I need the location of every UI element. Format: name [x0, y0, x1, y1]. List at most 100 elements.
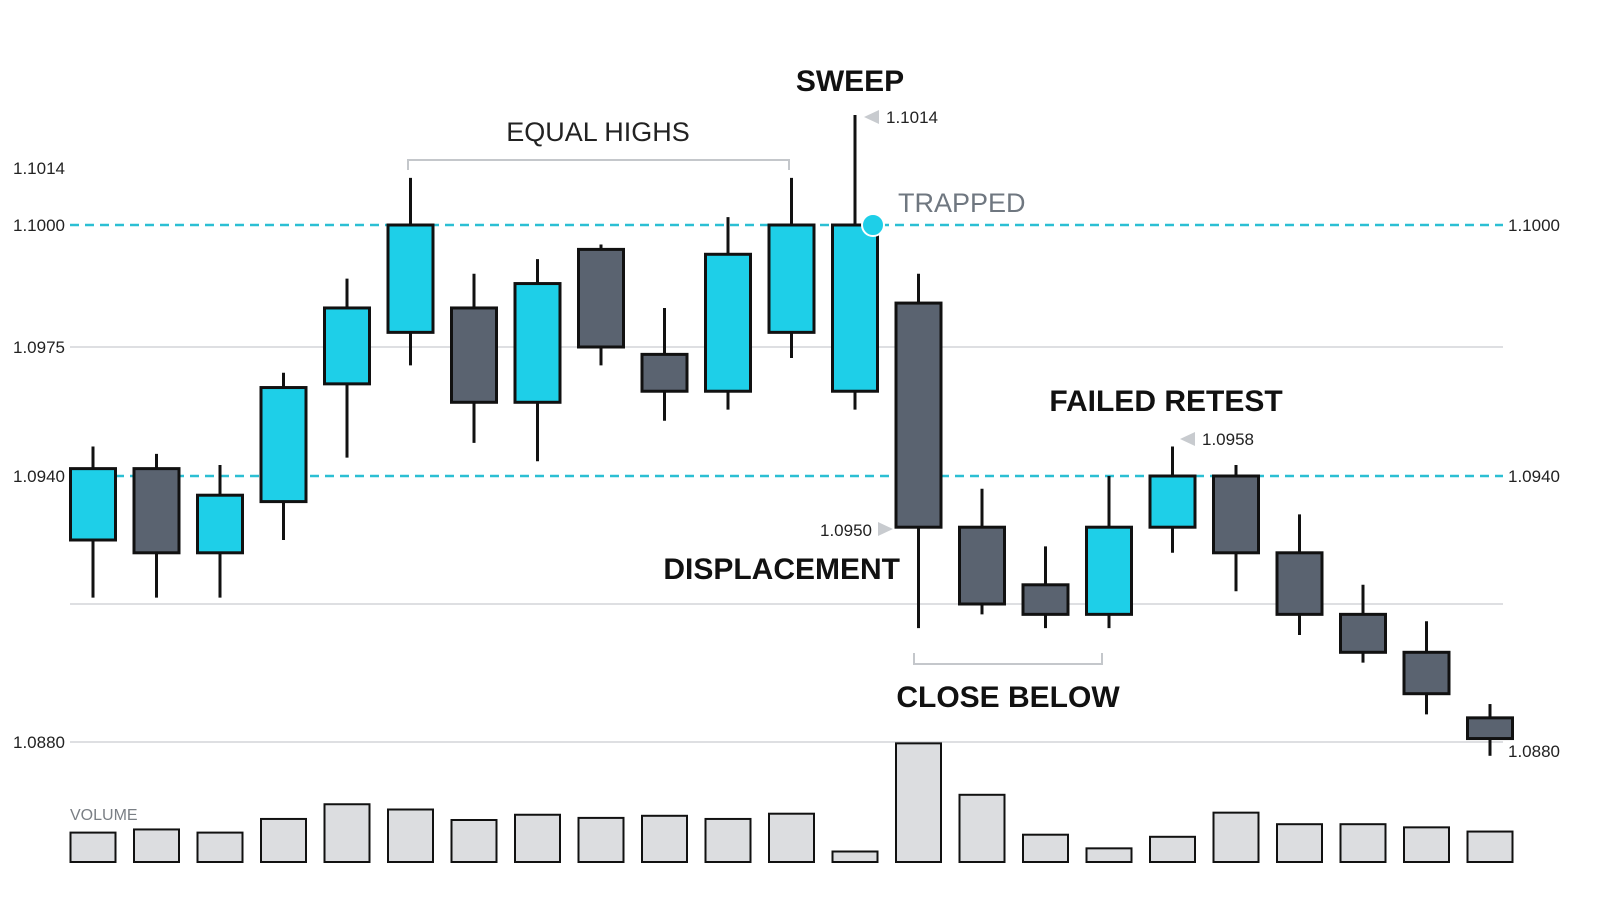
candle — [1212, 464, 1260, 592]
candle — [1085, 476, 1133, 629]
y-axis: 1.1014 1.1000 1.0975 1.0940 1.0880 — [13, 159, 65, 752]
y-tick-label: 1.0975 — [13, 338, 65, 357]
candle — [1339, 584, 1387, 663]
displacement-price-pointer-icon — [878, 522, 893, 536]
candle — [323, 278, 371, 458]
volume-bar — [1403, 826, 1450, 863]
candle — [1021, 546, 1070, 629]
displacement-price: 1.0950 — [820, 521, 872, 540]
candle-body-bullish — [196, 493, 244, 555]
candle — [196, 464, 244, 598]
trapped-label: TRAPPED — [898, 188, 1026, 218]
candle-body-bullish — [1085, 525, 1133, 616]
y-tick-label: 1.1000 — [13, 216, 65, 235]
candle — [577, 244, 625, 366]
last-price-label: 1.0880 — [1508, 742, 1560, 761]
candle — [1148, 446, 1197, 553]
candle — [767, 177, 816, 359]
sweep-price-pointer-icon — [864, 110, 879, 124]
candle — [132, 453, 181, 598]
candle-body-bearish — [1021, 583, 1070, 616]
equal-highs-label: EQUAL HIGHS — [506, 117, 690, 147]
candle — [1275, 514, 1324, 636]
volume-bar — [260, 817, 307, 864]
candle — [513, 259, 562, 462]
volume-bar — [831, 850, 879, 863]
candle-body-bearish — [450, 306, 498, 404]
volume-bar — [704, 817, 752, 864]
volume-bar — [1022, 833, 1069, 864]
candle-body-bullish — [831, 223, 879, 393]
candle — [894, 273, 943, 629]
volume-bar — [1149, 835, 1196, 863]
failed-retest-price: 1.0958 — [1202, 430, 1254, 449]
candle-body-bearish — [1212, 474, 1260, 555]
candle-body-bullish — [259, 386, 308, 504]
volume-bar — [895, 742, 942, 863]
y-tick-label: 1.0940 — [13, 467, 65, 486]
trapped-marker — [861, 213, 885, 237]
candle — [1402, 621, 1451, 715]
volume-bar — [133, 828, 180, 864]
gridlines — [70, 346, 1503, 743]
candle-body-bearish — [1466, 716, 1514, 741]
volume-bar — [768, 812, 815, 864]
key-level-label: 1.0940 — [1508, 467, 1560, 486]
close-below-label: CLOSE BELOW — [896, 681, 1120, 714]
candle-body-bearish — [894, 301, 943, 529]
candle — [1466, 704, 1514, 756]
sweep-label: SWEEP — [796, 65, 904, 98]
failed-retest-pointer-icon — [1180, 432, 1195, 446]
y-tick-label: 1.0880 — [13, 733, 65, 752]
candle — [704, 217, 752, 410]
volume-bar — [196, 831, 244, 863]
candle-body-bearish — [1402, 650, 1451, 696]
volume-bar — [69, 831, 117, 863]
volume-bar — [323, 803, 371, 863]
volume-bar — [958, 793, 1006, 863]
candle-body-bullish — [704, 252, 752, 393]
volume-bar — [1085, 847, 1133, 863]
candle-body-bearish — [132, 467, 181, 555]
volume-label: VOLUME — [70, 807, 138, 824]
failed-retest-label: FAILED RETEST — [1049, 385, 1282, 418]
equal-highs-bracket — [407, 159, 790, 170]
volume-bar — [1339, 823, 1387, 864]
annotations: EQUAL HIGHS SWEEP 1.1014 TRAPPED 1.0950 … — [70, 65, 1560, 824]
candle — [450, 273, 498, 443]
candle-body-bullish — [323, 306, 371, 386]
volume-bar — [577, 816, 625, 864]
y-tick-label: 1.1014 — [13, 159, 65, 178]
candle — [831, 115, 879, 410]
volume-bar — [1466, 830, 1514, 863]
volume-bar — [641, 814, 688, 863]
candle-body-bullish — [767, 223, 816, 334]
candle-body-bearish — [640, 352, 689, 393]
candle — [386, 177, 435, 366]
candle-body-bullish — [513, 282, 562, 404]
volume-bar — [514, 813, 561, 863]
close-below-bracket — [913, 653, 1103, 665]
candle — [69, 446, 117, 598]
candle-body-bullish — [386, 223, 435, 334]
displacement-label: DISPLACEMENT — [663, 553, 900, 586]
candle-body-bullish — [1148, 474, 1197, 529]
candle-body-bearish — [577, 247, 625, 349]
candle — [958, 488, 1006, 615]
candle-body-bullish — [69, 467, 117, 542]
volume-bars — [69, 742, 1514, 864]
candle — [259, 372, 308, 540]
volume-bar — [1276, 823, 1323, 864]
sweep-price: 1.1014 — [886, 108, 938, 127]
candle-body-bearish — [1339, 612, 1387, 654]
candles — [69, 115, 1514, 756]
key-level-label: 1.1000 — [1508, 216, 1560, 235]
candle — [640, 307, 689, 421]
volume-bar — [450, 819, 498, 863]
candle-body-bearish — [958, 525, 1006, 606]
volume-bar — [1212, 811, 1260, 864]
candle-body-bearish — [1275, 551, 1324, 616]
key-levels: 1.1000 1.0940 — [70, 216, 1560, 486]
volume-bar — [387, 808, 434, 863]
